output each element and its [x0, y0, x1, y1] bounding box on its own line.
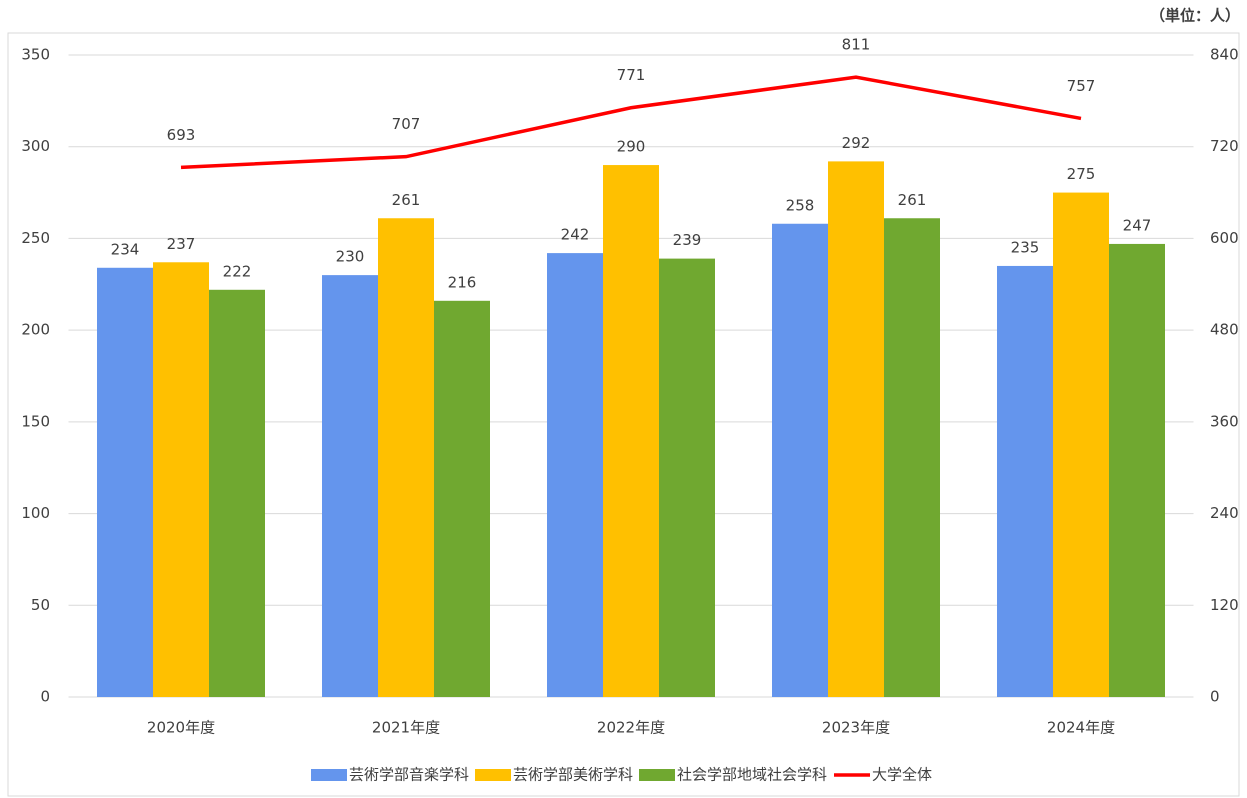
y-tick-label: 100 — [21, 504, 50, 522]
bar — [97, 267, 153, 697]
line — [180, 75, 1082, 170]
bar — [1109, 243, 1165, 697]
bar — [884, 218, 940, 697]
legend-label: 芸術学部音楽学科 — [349, 766, 469, 784]
y-tick-label: 150 — [21, 412, 50, 430]
bar — [434, 300, 490, 697]
bar — [997, 265, 1053, 697]
data-label: 258 — [786, 196, 815, 214]
data-label: 222 — [223, 262, 252, 280]
data-label: 811 — [842, 36, 871, 54]
x-tick-label: 2022年度 — [597, 719, 665, 737]
bar — [322, 275, 378, 697]
unit-label: （単位：人） — [1150, 7, 1240, 25]
data-label: 234 — [111, 240, 140, 258]
y2-tick-label: 0 — [1210, 688, 1220, 706]
data-label: 771 — [617, 66, 646, 84]
legend-swatch — [311, 769, 347, 781]
data-label: 290 — [617, 138, 646, 156]
y2-tick-label: 480 — [1210, 321, 1239, 339]
data-label: 275 — [1067, 165, 1096, 183]
data-label: 261 — [392, 191, 421, 209]
legend-label: 大学全体 — [872, 766, 932, 784]
bar — [659, 258, 715, 697]
bar — [153, 262, 209, 697]
data-label: 707 — [392, 115, 421, 133]
x-tick-label: 2023年度 — [822, 719, 890, 737]
data-label: 292 — [842, 134, 871, 152]
data-label: 247 — [1123, 216, 1152, 234]
y2-tick-label: 120 — [1210, 596, 1239, 614]
y-tick-label: 0 — [40, 688, 50, 706]
legend-label: 社会学部地域社会学科 — [677, 766, 827, 784]
y-tick-label: 350 — [21, 46, 50, 64]
data-label: 230 — [336, 248, 365, 266]
data-label: 757 — [1067, 77, 1096, 95]
y-tick-label: 50 — [31, 596, 50, 614]
bar — [772, 223, 828, 698]
bar — [547, 253, 603, 698]
bar — [378, 218, 434, 697]
data-label: 693 — [167, 126, 196, 144]
bar — [209, 289, 265, 697]
bar — [603, 165, 659, 698]
y2-tick-label: 240 — [1210, 504, 1239, 522]
data-label: 237 — [167, 235, 196, 253]
x-tick-label: 2020年度 — [147, 719, 215, 737]
y-tick-label: 250 — [21, 229, 50, 247]
data-label: 242 — [561, 226, 590, 244]
y-tick-label: 200 — [21, 321, 50, 339]
data-label: 261 — [898, 191, 927, 209]
legend-swatch — [639, 769, 675, 781]
bar — [1053, 192, 1109, 698]
y2-tick-label: 600 — [1210, 229, 1239, 247]
y2-tick-label: 360 — [1210, 412, 1239, 430]
y2-tick-label: 840 — [1210, 46, 1239, 64]
x-tick-label: 2024年度 — [1047, 719, 1115, 737]
data-label: 235 — [1011, 238, 1040, 256]
x-tick-label: 2021年度 — [372, 719, 440, 737]
y-tick-label: 300 — [21, 137, 50, 155]
data-label: 216 — [448, 273, 477, 291]
legend-label: 芸術学部美術学科 — [513, 766, 633, 784]
bar — [828, 161, 884, 698]
legend-swatch — [475, 769, 511, 781]
y2-tick-label: 720 — [1210, 137, 1239, 155]
data-label: 239 — [673, 231, 702, 249]
